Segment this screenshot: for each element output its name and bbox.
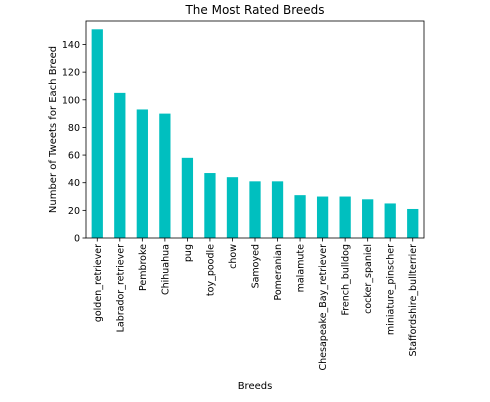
x-tick-label: miniature_pinscher	[386, 244, 397, 335]
x-tick-label: Samoyed	[251, 244, 262, 288]
y-tick-label: 20	[68, 206, 80, 217]
y-tick-label: 60	[68, 151, 80, 162]
x-axis-label: Breeds	[238, 381, 273, 392]
y-tick-label: 0	[74, 234, 80, 245]
x-tick-label: Chesapeake_Bay_retriever	[318, 244, 329, 371]
chart-title: The Most Rated Breeds	[184, 3, 324, 17]
x-tick-label: French_bulldog	[341, 244, 352, 316]
y-axis: 0 20 40 60 80 100 120 140	[62, 40, 86, 245]
bar-malamute	[294, 195, 306, 238]
x-tick-label: Chihuahua	[160, 244, 171, 295]
bar-toy-poodle	[204, 173, 216, 238]
bar-golden-retriever	[91, 29, 103, 238]
bar-labrador-retriever	[114, 92, 126, 239]
y-tick-label: 100	[62, 95, 80, 106]
y-axis-label: Number of Tweets for Each Breed	[48, 46, 59, 213]
x-tick-label: pug	[183, 244, 194, 262]
bar-samoyed	[249, 181, 261, 238]
plot-frame	[85, 20, 425, 239]
y-tick-label: 80	[68, 123, 80, 134]
bar-pug	[181, 157, 194, 238]
bar-miniature-pinscher	[384, 203, 396, 238]
x-tick-label: malamute	[296, 244, 307, 293]
bar-chow	[226, 177, 239, 238]
bar-cocker-spaniel	[362, 199, 374, 238]
bars-group	[91, 29, 419, 239]
x-axis: golden_retriever Labrador_retriever Pembro…	[93, 238, 419, 370]
x-tick-label: chow	[228, 244, 239, 269]
bar-pembroke	[136, 109, 148, 239]
x-tick-label: cocker_spaniel	[363, 244, 374, 314]
x-tick-label: Staffordshire_bullterrier	[408, 244, 419, 357]
bar-pomeranian	[271, 181, 284, 238]
x-tick-label: toy_poodle	[205, 244, 216, 296]
x-tick-label: Labrador_retriever	[115, 244, 126, 332]
y-tick-label: 40	[68, 178, 80, 189]
bar-french-bulldog	[339, 196, 351, 238]
x-tick-label: Pomeranian	[273, 244, 284, 301]
x-tick-label: golden_retriever	[93, 244, 104, 322]
y-tick-label: 120	[62, 68, 80, 79]
x-tick-label: Pembroke	[138, 244, 149, 291]
bar-staffordshire-bullterrier	[407, 208, 419, 238]
bar-chesapeake-bay-retriever	[316, 196, 329, 238]
bar-chihuahua	[159, 113, 171, 238]
y-tick-label: 140	[62, 40, 80, 51]
